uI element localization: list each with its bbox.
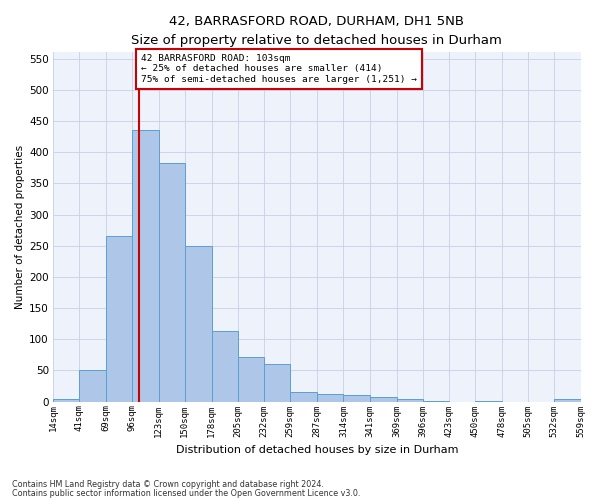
Bar: [343, 396, 370, 402]
Bar: [554, 398, 581, 402]
Bar: [290, 392, 317, 402]
Text: Contains public sector information licensed under the Open Government Licence v3: Contains public sector information licen…: [12, 488, 361, 498]
Bar: [106, 236, 133, 402]
Bar: [397, 398, 423, 402]
Bar: [185, 246, 212, 402]
Bar: [370, 398, 397, 402]
X-axis label: Distribution of detached houses by size in Durham: Distribution of detached houses by size …: [176, 445, 458, 455]
Title: 42, BARRASFORD ROAD, DURHAM, DH1 5NB
Size of property relative to detached house: 42, BARRASFORD ROAD, DURHAM, DH1 5NB Siz…: [131, 15, 502, 47]
Bar: [79, 370, 106, 402]
Bar: [133, 130, 158, 402]
Bar: [53, 399, 79, 402]
Text: 42 BARRASFORD ROAD: 103sqm
← 25% of detached houses are smaller (414)
75% of sem: 42 BARRASFORD ROAD: 103sqm ← 25% of deta…: [141, 54, 417, 84]
Bar: [158, 162, 185, 402]
Bar: [264, 364, 290, 402]
Bar: [212, 330, 238, 402]
Bar: [317, 394, 343, 402]
Bar: [423, 401, 449, 402]
Bar: [475, 401, 502, 402]
Bar: [238, 358, 264, 402]
Text: Contains HM Land Registry data © Crown copyright and database right 2024.: Contains HM Land Registry data © Crown c…: [12, 480, 324, 489]
Y-axis label: Number of detached properties: Number of detached properties: [15, 145, 25, 309]
